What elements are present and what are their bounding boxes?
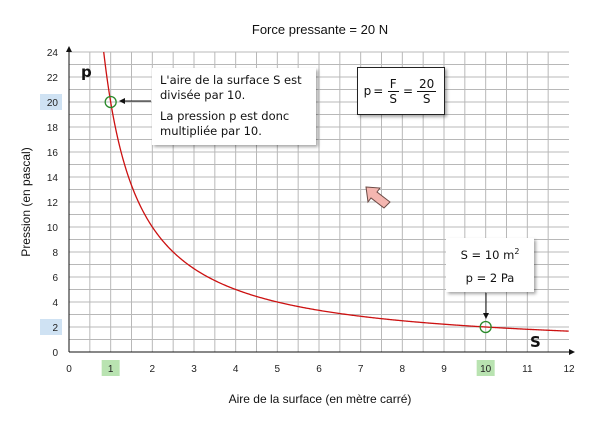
- formula-box: p = F S = 20 S: [357, 67, 445, 115]
- formula-lhs: p: [363, 84, 372, 98]
- y-tick-label: 20: [47, 98, 59, 109]
- y-axis-arrow: [66, 46, 72, 52]
- x-tick-highlight: [476, 360, 495, 376]
- y-tick-label: 16: [47, 148, 59, 159]
- chart-title: Force pressante = 20 N: [252, 22, 388, 37]
- y-tick-label: 8: [52, 248, 58, 259]
- markers-layer: [104, 95, 492, 334]
- x-tick-highlight: [101, 360, 120, 376]
- x-tick-labels: 0 1 2 3 4 5 6 7 8 9 10 11 12: [66, 364, 575, 375]
- y-tick-label: 0: [52, 348, 58, 359]
- highlight-marker: [104, 95, 117, 109]
- formula-fraction-2: 20 S: [417, 76, 437, 106]
- x-tick-label: 7: [358, 364, 364, 375]
- x-axis-label: Aire de la surface (en mètre carré): [229, 392, 412, 406]
- grid: [69, 51, 569, 352]
- y-variable-label: p: [81, 63, 92, 81]
- left-annotation-line2: La pression p est donc multipliée par 10…: [160, 109, 290, 138]
- formula-fraction-1: F S: [387, 76, 399, 106]
- y-axis-label: Pression (en pascal): [19, 147, 33, 256]
- right-annotation-line2: p = 2 Pa: [465, 270, 515, 285]
- y-tick-label: 4: [52, 298, 58, 309]
- equals-sign: =: [373, 84, 384, 98]
- x-variable-label: S: [530, 333, 541, 351]
- right-annotation-line1: S = 10 m2: [460, 247, 520, 262]
- x-tick-label: 4: [233, 364, 239, 375]
- y-tick-label: 12: [47, 198, 59, 209]
- highlight-marker: [479, 320, 492, 334]
- arrow-icon: [365, 186, 391, 209]
- x-tick-label: 0: [66, 364, 72, 375]
- y-tick-label: 2: [52, 323, 58, 334]
- y-tick-label: 14: [47, 173, 59, 184]
- x-tick-label: 11: [522, 364, 533, 375]
- highlight-layer: [40, 94, 495, 376]
- y-tick-label: 6: [52, 273, 58, 284]
- x-tick-label: 8: [400, 364, 406, 375]
- x-tick-label: 3: [191, 364, 197, 375]
- y-tick-label: 10: [47, 223, 59, 234]
- x-tick-label: 10: [480, 364, 492, 375]
- x-tick-label: 5: [275, 364, 281, 375]
- x-axis-arrow: [569, 349, 575, 355]
- x-tick-label: 1: [108, 364, 114, 375]
- left-annotation-line1: L'aire de la surface S est divisée par 1…: [160, 73, 302, 102]
- y-tick-label: 18: [47, 123, 59, 134]
- right-annotation: S = 10 m2 p = 2 Pa: [446, 238, 534, 292]
- x-tick-label: 6: [316, 364, 322, 375]
- y-tick-highlight: [40, 319, 62, 335]
- y-tick-label: 22: [47, 73, 59, 84]
- y-tick-label: 24: [47, 48, 59, 59]
- y-tick-highlight: [40, 94, 62, 110]
- axes: [66, 46, 575, 355]
- x-tick-label: 2: [150, 364, 156, 375]
- x-tick-label: 9: [441, 364, 447, 375]
- x-tick-label: 12: [563, 364, 575, 375]
- equals-sign: =: [402, 84, 414, 98]
- left-annotation: L'aire de la surface S est divisée par 1…: [152, 68, 316, 145]
